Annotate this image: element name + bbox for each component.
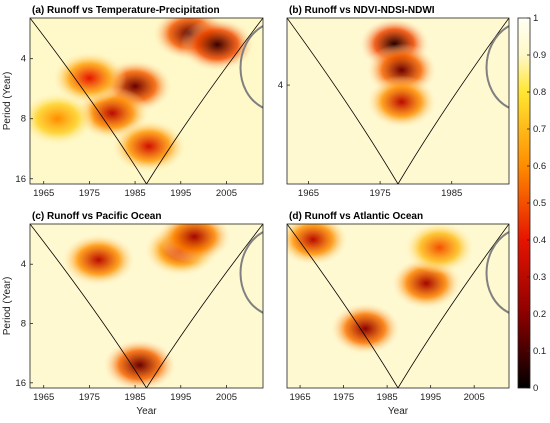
panel-1: (a) Runoff vs Temperature-Precipitation 1… <box>2 5 264 199</box>
x-tick-label: 1995 <box>420 392 441 403</box>
colorbar-tick-label: 0.5 <box>533 198 546 209</box>
axes-frame <box>29 223 264 389</box>
y-axis-label: Period (Year) <box>2 277 13 336</box>
y-tick-label: 16 <box>15 378 26 389</box>
cone-of-influence <box>30 18 263 184</box>
colorbar-tick-label: 0.1 <box>533 346 546 357</box>
colorbar-tick-label: 0.6 <box>533 161 546 172</box>
panel-title: (b) Runoff vs NDVI-NDSI-NDWI <box>289 5 435 16</box>
coherence-hotspot <box>30 92 95 146</box>
colorbar-tick-label: 1 <box>533 13 538 24</box>
x-axis-label: Year <box>136 406 157 417</box>
x-tick-label: 1995 <box>170 392 191 403</box>
y-tick-label: 8 <box>21 319 26 330</box>
x-tick-label: 1995 <box>170 188 191 199</box>
coherence-hotspot <box>180 18 255 72</box>
x-tick-label: 1975 <box>79 392 100 403</box>
x-tick-label: 1965 <box>33 392 54 403</box>
coherence-hotspot <box>366 75 438 129</box>
y-axis-label: Period (Year) <box>2 72 13 131</box>
significance-contour-gray <box>239 25 263 109</box>
colorbar-tick-label: 0.4 <box>533 235 546 246</box>
cone-of-influence <box>287 18 509 184</box>
colorbar-tick-label: 0.7 <box>533 124 546 135</box>
x-axis-label: Year <box>388 406 409 417</box>
axes-frame <box>286 223 510 389</box>
colorbar-tick-label: 0.2 <box>533 309 546 320</box>
panel-title: (c) Runoff vs Pacific Ocean <box>32 211 161 222</box>
cone-of-influence <box>30 224 263 388</box>
coherence-hotspot <box>52 51 127 105</box>
panel-4: (d) Runoff vs Atlantic Ocean 1965 1975 1985… <box>286 211 510 417</box>
x-tick-label: 1985 <box>377 392 398 403</box>
colorbar-tick-label: 0.3 <box>533 272 546 283</box>
coherence-hotspot <box>111 119 187 173</box>
y-tick-label: 4 <box>278 80 283 91</box>
colorbar-tick-label: 0.9 <box>533 50 546 61</box>
coherence-hotspot <box>61 233 136 287</box>
x-tick-label: 2005 <box>216 392 237 403</box>
axes-frame <box>29 17 264 185</box>
colorbar: 0 0.1 0.2 0.3 0.4 0.5 0.6 0.7 0.8 0.9 1 <box>517 13 546 394</box>
panel-title: (d) Runoff vs Atlantic Ocean <box>289 211 423 222</box>
coherence-hotspot <box>329 302 401 355</box>
y-tick-label: 16 <box>15 174 26 185</box>
y-tick-label: 4 <box>21 259 26 270</box>
x-tick-label: 1975 <box>333 392 354 403</box>
y-tick-label: 8 <box>21 114 26 125</box>
x-tick-label: 1975 <box>370 188 391 199</box>
x-tick-label: 1965 <box>33 188 54 199</box>
significance-contour-gray <box>485 231 509 314</box>
x-tick-label: 1985 <box>441 188 462 199</box>
significance-contour-gray <box>485 25 509 109</box>
colorbar-tick-label: 0.8 <box>533 87 546 98</box>
x-tick-label: 1965 <box>289 392 310 403</box>
x-tick-label: 1985 <box>125 392 146 403</box>
colorbar-tick-label: 0 <box>533 383 538 394</box>
cone-of-influence <box>287 224 509 388</box>
significance-contour-gray <box>239 231 263 314</box>
x-tick-label: 1985 <box>125 188 146 199</box>
coherence-hotspot <box>157 224 232 263</box>
panel-2: (b) Runoff vs NDVI-NDSI-NDWI 1965 1975 1985… <box>278 5 510 199</box>
axes-frame <box>286 17 510 185</box>
x-tick-label: 1965 <box>298 188 319 199</box>
x-tick-label: 2005 <box>464 392 485 403</box>
coherence-hotspot <box>403 224 475 274</box>
coherence-hotspot <box>102 338 177 388</box>
panel-3: (c) Runoff vs Pacific Ocean 1965 1975 1985 1… <box>2 211 264 417</box>
panel-title: (a) Runoff vs Temperature-Precipitation <box>32 5 220 16</box>
x-tick-label: 2005 <box>216 188 237 199</box>
y-tick-label: 4 <box>21 54 26 65</box>
x-tick-label: 1975 <box>79 188 100 199</box>
coherence-hotspot <box>287 224 349 266</box>
